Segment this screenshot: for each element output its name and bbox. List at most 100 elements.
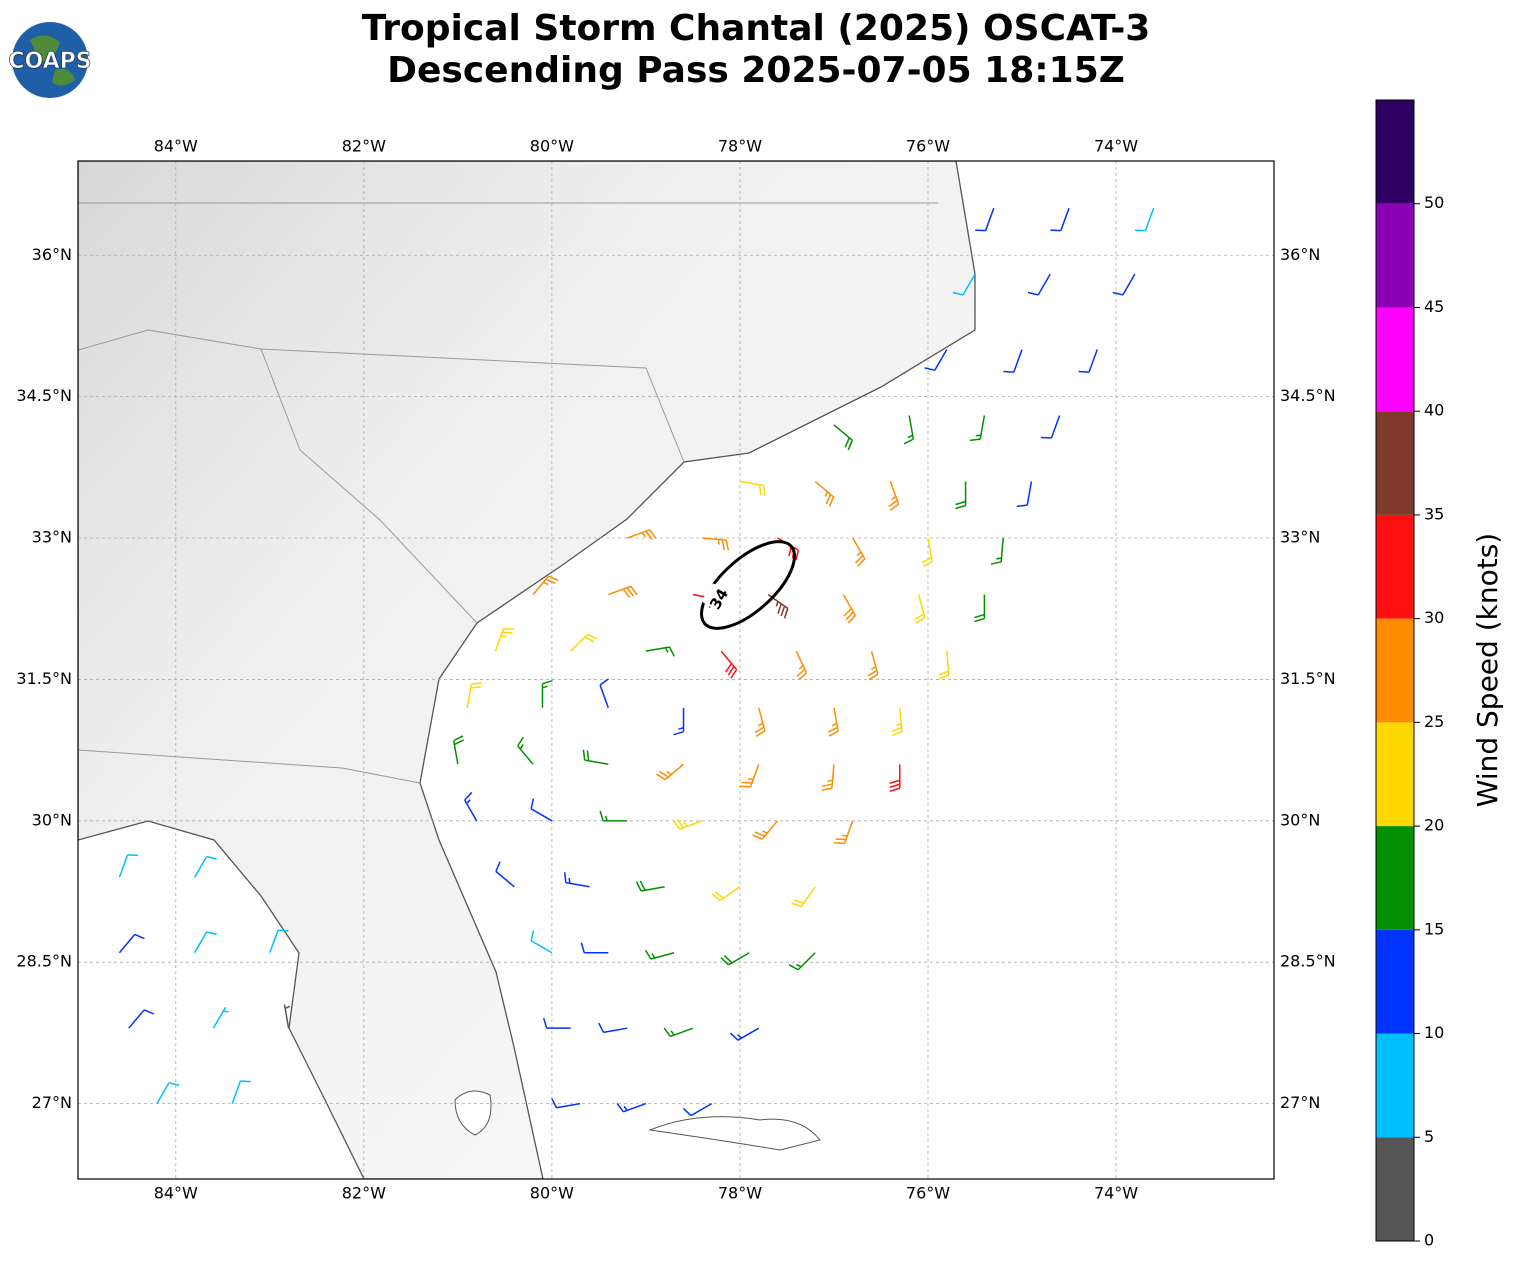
wind-barb bbox=[795, 650, 808, 681]
wind-barb bbox=[788, 952, 816, 971]
wind-barb bbox=[452, 735, 465, 765]
x-tick-label: 76°W bbox=[906, 137, 950, 156]
colorbar-tick-label: 5 bbox=[1424, 1127, 1434, 1146]
y-tick-label: 30°N bbox=[32, 810, 72, 829]
x-tick-label: 78°W bbox=[718, 1184, 762, 1203]
wind-barb bbox=[903, 415, 915, 445]
wind-barb bbox=[673, 707, 685, 736]
wind-barb bbox=[193, 855, 217, 878]
wind-barb bbox=[570, 633, 598, 652]
wind-barb bbox=[888, 481, 900, 511]
wind-barb bbox=[754, 707, 766, 738]
y-tick-label: 36°N bbox=[32, 245, 72, 264]
x-tick-label: 74°W bbox=[1094, 1184, 1138, 1203]
map-frame bbox=[77, 160, 1275, 1180]
x-tick-label: 78°W bbox=[718, 137, 762, 156]
wind-barb bbox=[914, 594, 926, 624]
logo-land bbox=[30, 35, 75, 86]
wind-barb bbox=[975, 207, 995, 232]
wind-barb bbox=[827, 707, 839, 737]
colorbar-tick-label: 45 bbox=[1424, 297, 1444, 316]
wind-barb bbox=[283, 1004, 291, 1029]
wind-barb bbox=[924, 349, 948, 372]
colorbar-tick-label: 0 bbox=[1424, 1231, 1434, 1250]
map-base bbox=[78, 161, 1274, 1179]
wind-barb bbox=[1050, 207, 1070, 232]
wind-barb bbox=[834, 820, 854, 845]
y-tick-label: 27°N bbox=[1280, 1093, 1320, 1112]
colorbar-segment bbox=[1376, 1137, 1414, 1241]
wind-barb bbox=[672, 818, 703, 830]
y-tick-label: 33°N bbox=[32, 528, 72, 547]
wind-barb bbox=[495, 861, 515, 888]
wind-barb bbox=[891, 707, 903, 737]
wind-barb bbox=[608, 585, 638, 598]
wind-barb bbox=[720, 952, 750, 966]
wind-barb bbox=[739, 480, 766, 497]
gridlines bbox=[78, 161, 1274, 1179]
wind-barb bbox=[464, 791, 478, 822]
wind-barb bbox=[833, 424, 854, 451]
y-tick-label: 34.5°N bbox=[1280, 386, 1336, 405]
island bbox=[454, 1090, 492, 1136]
wind-barb bbox=[990, 537, 1004, 565]
contour: 34 bbox=[700, 540, 796, 630]
wind-barb bbox=[814, 480, 835, 507]
wind-barb bbox=[821, 764, 835, 792]
x-tick-label: 84°W bbox=[154, 137, 198, 156]
wind-barb bbox=[729, 1027, 760, 1041]
wind-barb bbox=[532, 575, 559, 596]
wind-barb bbox=[530, 930, 553, 954]
colorbar-label: Wind Speed (knots) bbox=[1471, 533, 1504, 807]
colorbar: 0 5 10 15 20 25 30 35 40 45 50 Wind Speed (knots) bbox=[1375, 99, 1504, 1250]
x-tick-label: 80°W bbox=[530, 1184, 574, 1203]
wind-barb bbox=[156, 1082, 180, 1104]
y-tick-label: 34.5°N bbox=[16, 386, 72, 405]
wind-barb bbox=[702, 537, 730, 551]
wind-barb bbox=[598, 1022, 628, 1034]
colorbar-frame bbox=[1375, 99, 1415, 1242]
wind-barb bbox=[644, 949, 675, 960]
colorbar-segment bbox=[1376, 826, 1414, 930]
x-tick-label: 82°W bbox=[342, 1184, 386, 1203]
colorbar-segment bbox=[1376, 618, 1414, 723]
wind-barb bbox=[752, 820, 779, 840]
wind-barb bbox=[1016, 481, 1033, 508]
wind-barb bbox=[921, 537, 933, 568]
colorbar-segment bbox=[1376, 307, 1414, 412]
wind-barb bbox=[955, 481, 967, 510]
wind-barb bbox=[626, 529, 657, 541]
x-tick-label: 82°W bbox=[342, 137, 386, 156]
wind-barb bbox=[842, 594, 857, 624]
x-tick-label: 80°W bbox=[530, 137, 574, 156]
colorbar-tick-label: 15 bbox=[1424, 919, 1444, 938]
wind-barb bbox=[852, 537, 866, 567]
wind-barb bbox=[767, 593, 789, 619]
wind-barb bbox=[231, 1080, 251, 1104]
y-tick-label: 30°N bbox=[1280, 810, 1320, 829]
y-tick-label: 31.5°N bbox=[16, 669, 72, 688]
contour-label-box bbox=[702, 583, 736, 615]
colorbar-segment bbox=[1376, 100, 1414, 204]
wind-barb bbox=[711, 886, 741, 902]
wind-barb bbox=[541, 679, 553, 708]
wind-barb bbox=[974, 594, 986, 623]
wind-barb bbox=[542, 1017, 571, 1029]
title-line: Descending Pass 2025-07-05 18:15Z bbox=[387, 50, 1125, 91]
wind-barb bbox=[599, 810, 628, 822]
y-tick-label: 31.5°N bbox=[1280, 669, 1336, 688]
wind-barb bbox=[517, 736, 534, 765]
colorbar-segment bbox=[1376, 929, 1414, 1034]
wind-barb bbox=[655, 763, 685, 781]
wind-barb bbox=[720, 650, 738, 679]
wind-barb bbox=[791, 886, 816, 908]
wind-barb bbox=[1040, 415, 1061, 439]
axes-labels: 84°W 84°W 82°W 82°W 80°W 80°W 78°W 78°W 76°W 76°W… bbox=[16, 137, 1335, 1203]
island bbox=[648, 1116, 821, 1151]
wind-barb bbox=[867, 650, 879, 681]
land bbox=[78, 161, 976, 1179]
wind-barb bbox=[969, 415, 986, 442]
wind-barb bbox=[952, 273, 976, 296]
y-tick-label: 33°N bbox=[1280, 528, 1320, 547]
